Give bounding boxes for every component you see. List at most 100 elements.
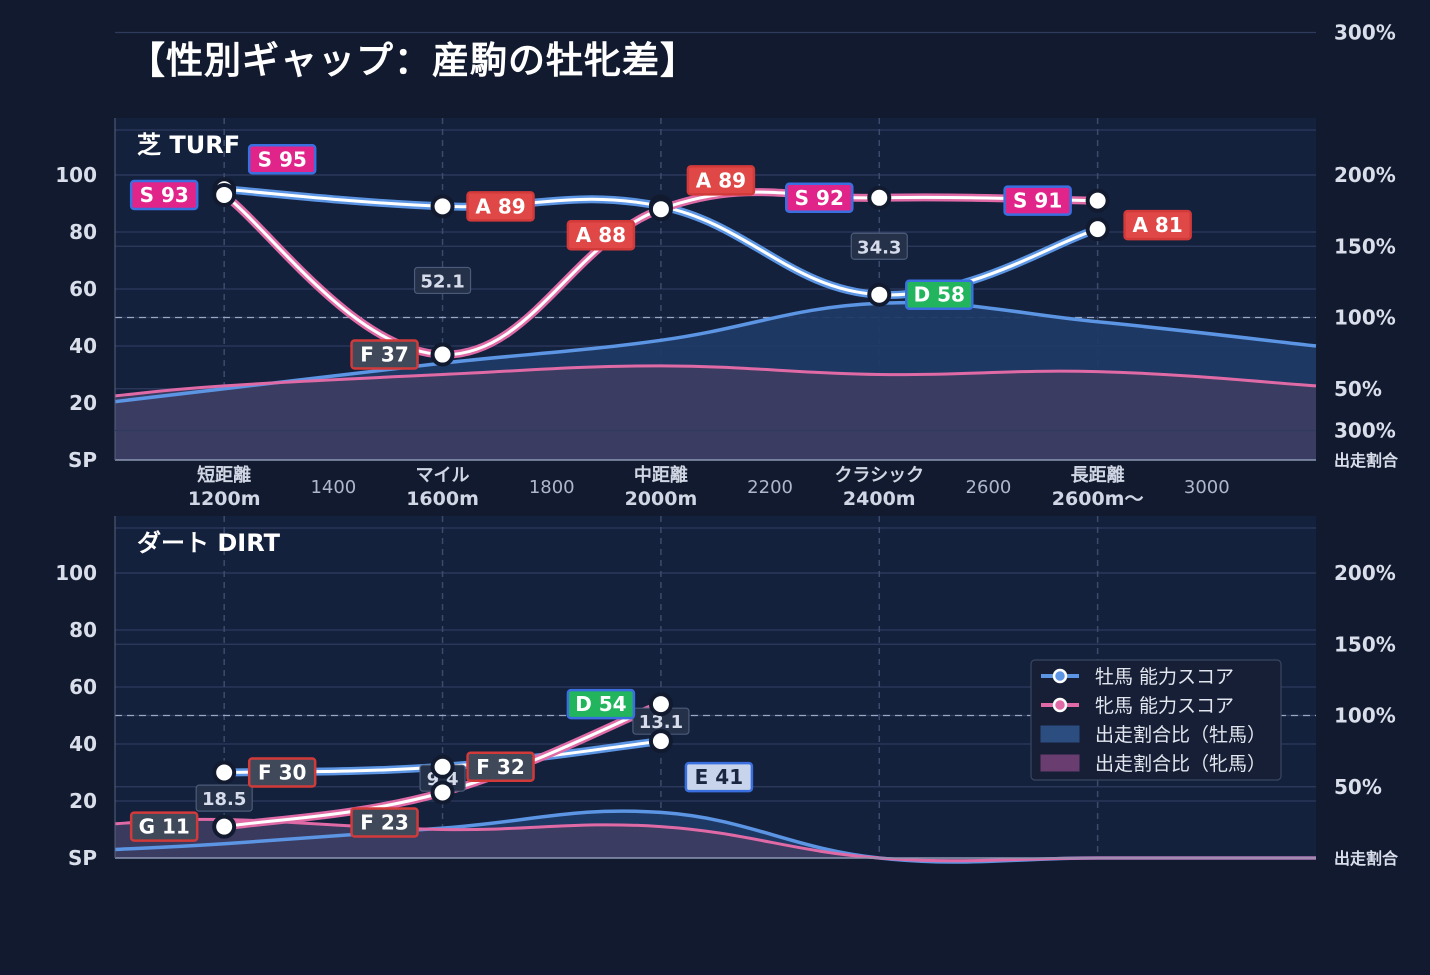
female-score-marker (867, 185, 892, 210)
male-score-marker (867, 282, 892, 307)
x-tick-label: 2200 (747, 477, 793, 498)
legend-area-swatch (1040, 725, 1080, 743)
male-rank-label: A 81 (1132, 213, 1182, 237)
female-score-marker (648, 692, 673, 717)
male-rank-badge (466, 751, 535, 783)
male-rank-badge (686, 165, 756, 196)
female-score-marker (430, 780, 455, 805)
y2-axis-label: 出走割合 (1334, 451, 1399, 470)
panel-title: 芝 TURF (137, 131, 240, 159)
female-rank-label: S 93 (140, 183, 189, 207)
legend-label: 牝馬 能力スコア (1095, 695, 1234, 717)
female-rank-label: F 37 (360, 343, 408, 367)
male-rank-badge (684, 761, 754, 793)
female-score-marker (212, 814, 237, 839)
y-tick-label: 100 (55, 561, 97, 585)
female-rank-label: S 91 (1013, 189, 1062, 213)
y-tick-label: 40 (69, 334, 97, 358)
x-tick-label: 1200m (188, 488, 261, 510)
male-rank-badge (247, 144, 317, 175)
female-rank-badge (350, 339, 419, 370)
male-rank-label: F 30 (258, 761, 306, 785)
y2-tick-label: 300% (1334, 21, 1396, 45)
x-tick-label: 2000m (625, 488, 698, 510)
legend-box (1030, 659, 1282, 781)
legend-label: 出走割合比（牡馬） (1095, 724, 1266, 746)
female-rank-badge (566, 688, 636, 720)
female-score-marker (212, 182, 237, 207)
female-rank-badge (129, 179, 199, 211)
male-score-marker (430, 194, 455, 219)
female-rank-badge (129, 811, 199, 842)
y-tick-label: 60 (69, 277, 97, 301)
x-tick-label: 1400 (310, 477, 356, 498)
female-rank-badge (350, 807, 419, 838)
legend-marker-swatch (1052, 697, 1068, 713)
gap-label-box (195, 784, 253, 812)
x-tick-label: マイル (416, 465, 470, 486)
y-tick-label: 80 (69, 618, 97, 642)
male-score-marker (212, 760, 237, 785)
y2-tick-label: 200% (1334, 561, 1396, 585)
y2-tick-label: 100% (1334, 306, 1396, 330)
y-tick-label: 60 (69, 675, 97, 699)
x-tick-label: クラシック (834, 465, 924, 486)
x-tick-label: 長距離 (1071, 464, 1125, 486)
y-tick-label: 40 (69, 732, 97, 756)
male-rank-badge (247, 757, 317, 788)
y-tick-label: 80 (69, 220, 97, 244)
male-rank-label: A 89 (475, 194, 525, 218)
male-rank-label: E 41 (695, 765, 743, 789)
male-rank-badge (466, 191, 535, 222)
y2-tick-label: 150% (1334, 234, 1396, 258)
gap-label: 13.1 (639, 712, 683, 733)
x-tick-label: 2600m〜 (1052, 488, 1144, 510)
y-tick-label: 20 (69, 789, 97, 813)
male-rank-badge (1123, 209, 1192, 241)
female-ratio-line (114, 364, 1317, 398)
female-rank-label: G 11 (139, 815, 190, 839)
legend-label: 牡馬 能力スコア (1095, 666, 1234, 688)
gap-label: 34.3 (857, 237, 901, 258)
chart-title: 【性別ギャップ：産駒の牡牝差】 (128, 39, 698, 82)
male-rank-label: D 58 (914, 283, 965, 307)
male-rank-label: F 32 (476, 755, 524, 779)
female-rank-badge (566, 219, 636, 251)
y-tick-label: 100 (55, 163, 97, 187)
male-rank-badge (905, 279, 974, 310)
male-rank-label: A 89 (696, 168, 746, 192)
y-tick-label: 20 (69, 391, 97, 415)
x-tick-label: 短距離 (197, 464, 251, 486)
legend-area-swatch (1040, 754, 1080, 772)
x-tick-label: 2600 (966, 477, 1012, 498)
x-tick-label: 3000 (1184, 477, 1230, 498)
gap-label-box (413, 266, 472, 295)
gap-label: 18.5 (202, 789, 246, 810)
y2-tick-label: 150% (1334, 632, 1396, 656)
y2-axis-label: 出走割合 (1334, 849, 1399, 868)
female-score-line (222, 190, 1100, 357)
male-score-marker (1085, 217, 1110, 242)
legend-label: 出走割合比（牝馬） (1095, 753, 1266, 775)
male-score-marker (430, 754, 455, 779)
female-score-marker (430, 342, 455, 367)
x-tick-label: 1800 (529, 477, 575, 498)
panel-title: ダート DIRT (137, 529, 281, 557)
legend-marker-swatch (1052, 668, 1068, 684)
y2-tick-label: 300% (1334, 419, 1396, 443)
y2-tick-label: 200% (1334, 163, 1396, 187)
female-ratio-area (115, 365, 1316, 460)
male-score-marker (648, 729, 673, 754)
male-rank-label: S 95 (258, 147, 307, 171)
x-tick-label: 2400m (843, 488, 916, 510)
female-rank-label: F 23 (360, 810, 408, 834)
y2-tick-label: 100% (1334, 704, 1396, 728)
female-rank-badge (1003, 185, 1072, 216)
y2-tick-label: 50% (1334, 775, 1382, 799)
x-tick-label: 1600m (406, 488, 479, 510)
y-tick-label: SP (68, 448, 97, 472)
gap-label: 52.1 (420, 271, 464, 292)
female-rank-label: D 54 (575, 692, 626, 716)
